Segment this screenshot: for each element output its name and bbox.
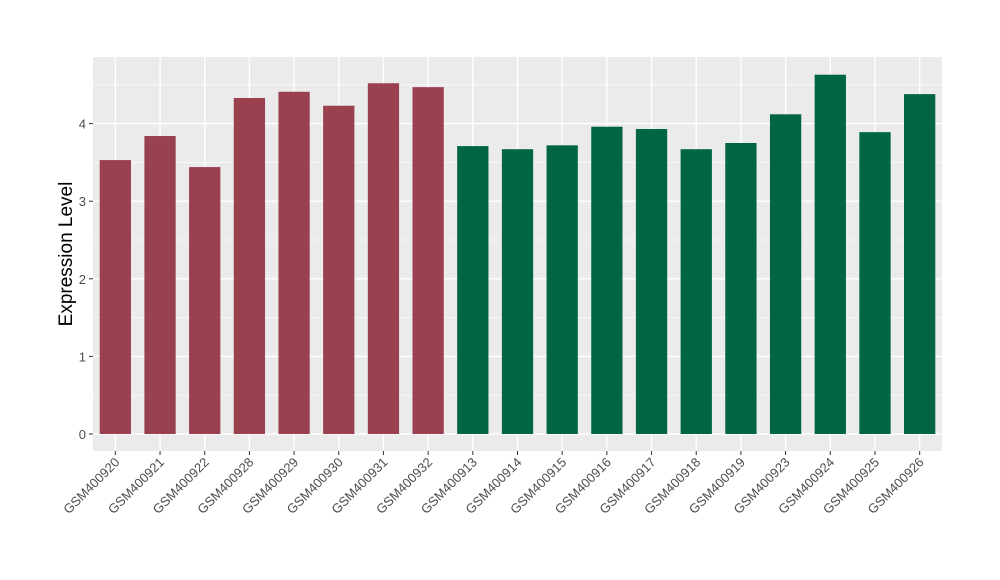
bar-GSM400928: [233, 97, 266, 434]
bar-GSM400918: [680, 149, 712, 434]
bar-GSM400925: [859, 132, 891, 435]
bar-GSM400922: [189, 167, 221, 434]
bar-GSM400916: [591, 126, 623, 434]
bar-GSM400917: [635, 129, 668, 435]
bar-GSM400920: [99, 160, 131, 434]
y-tick-label: 3: [79, 194, 86, 209]
bar-GSM400923: [769, 114, 802, 435]
x-axis: GSM400920GSM400921GSM400922GSM400928GSM4…: [60, 451, 927, 517]
y-axis-label: Expression Level: [56, 182, 77, 327]
bar-GSM400924: [814, 74, 846, 434]
bar-GSM400915: [546, 145, 578, 434]
bar-GSM400919: [725, 143, 757, 434]
y-tick-label: 4: [79, 117, 86, 132]
y-tick-label: 2: [79, 272, 86, 287]
bar-GSM400921: [144, 136, 176, 435]
y-tick-label: 0: [79, 427, 86, 442]
bar-GSM400926: [904, 94, 936, 434]
bar-GSM400931: [367, 83, 400, 435]
y-axis: 0 1 2 3 4: [79, 117, 93, 442]
bar-GSM400930: [323, 105, 355, 434]
bar-GSM400914: [501, 149, 534, 434]
bar-GSM400913: [457, 146, 489, 434]
bar-GSM400929: [278, 91, 310, 434]
bar-GSM400932: [412, 87, 444, 435]
bars: [99, 74, 936, 435]
y-tick-label: 1: [79, 349, 86, 364]
